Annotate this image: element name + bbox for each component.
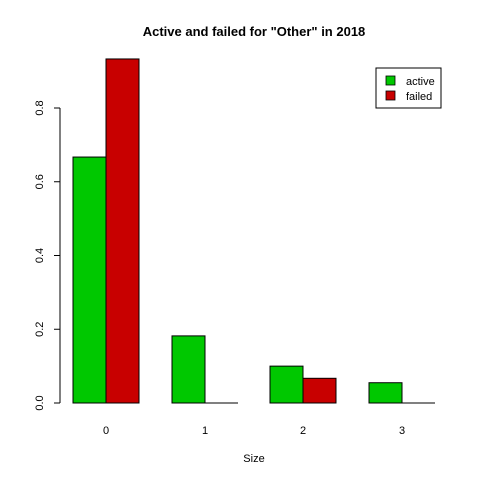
y-tick-label-1: 0.2 (34, 322, 46, 337)
bar-active-0 (72, 156, 107, 404)
x-tick-label-3: 3 (399, 425, 405, 437)
legend-swatch-failed (385, 90, 396, 101)
bar-active-3 (368, 382, 403, 404)
bar-active-1 (171, 335, 206, 404)
bar-failed-2 (302, 377, 337, 404)
x-tick-label-0: 0 (103, 425, 109, 437)
y-tick-label-3: 0.6 (34, 174, 46, 189)
legend: active failed (375, 67, 442, 109)
legend-box (375, 67, 442, 109)
legend-label-active: active (406, 76, 435, 88)
x-tick-label-2: 2 (300, 425, 306, 437)
chart-title: Active and failed for "Other" in 2018 (143, 24, 366, 39)
bar-failed-0 (105, 58, 140, 404)
y-axis: 0.0 0.2 0.4 0.6 0.8 (34, 100, 60, 411)
bars (72, 58, 435, 404)
legend-label-failed: failed (406, 91, 432, 103)
x-axis-label: Size (243, 453, 264, 465)
y-tick-label-4: 0.8 (34, 100, 46, 115)
legend-swatch-active (385, 75, 396, 86)
x-tick-label-1: 1 (202, 425, 208, 437)
x-axis: 0 1 2 3 (103, 425, 405, 437)
y-tick-label-2: 0.4 (34, 248, 46, 263)
y-tick-label-0: 0.0 (34, 395, 46, 410)
bar-active-2 (269, 365, 304, 404)
